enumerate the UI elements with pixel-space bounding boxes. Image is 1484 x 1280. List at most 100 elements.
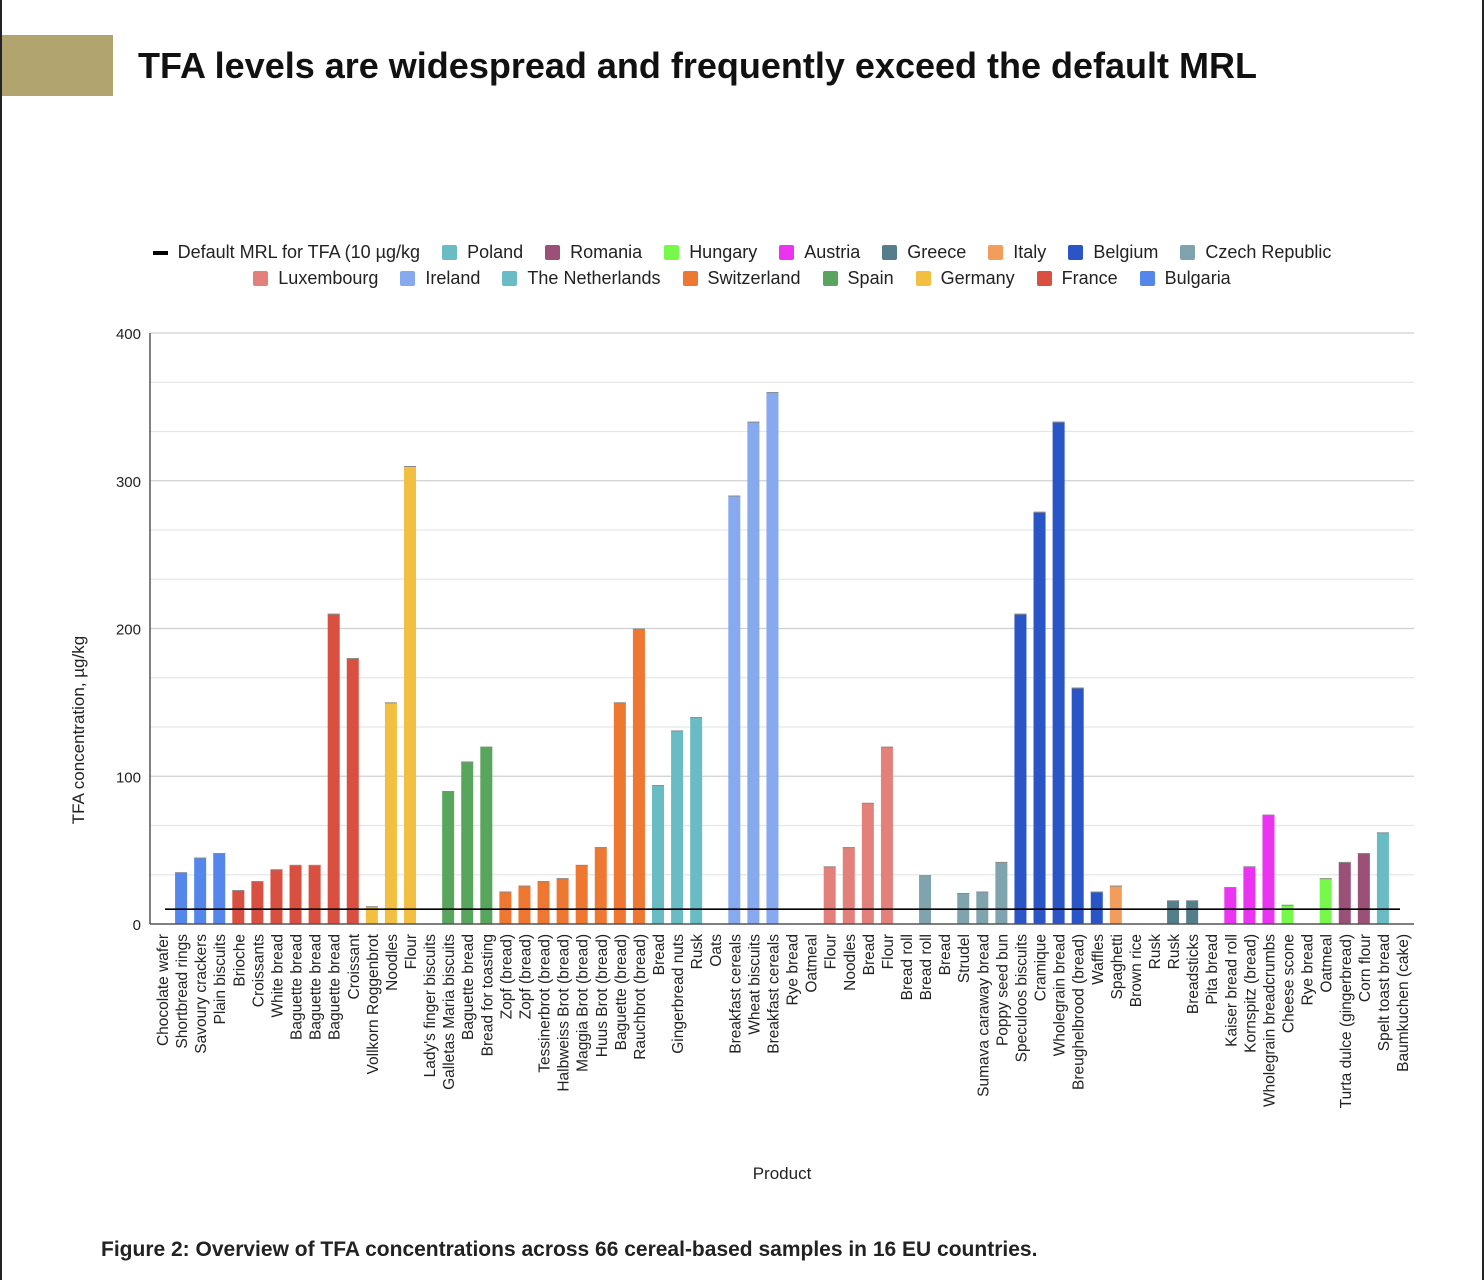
legend-label: The Netherlands [527, 268, 661, 288]
legend-item: The Netherlands [502, 268, 661, 289]
bar [1090, 891, 1103, 924]
chart-legend-row-1: Default MRL for TFA (10 µg/kg Poland Roman… [20, 242, 1464, 263]
legend-item: Luxembourg [253, 268, 378, 289]
bar [1224, 887, 1237, 924]
legend-swatch [253, 271, 269, 286]
x-tick-label: Rauchbrot (bread) [632, 934, 649, 1060]
legend-item: Poland [442, 242, 523, 263]
legend-label: Spain [847, 268, 894, 288]
legend-swatch [545, 245, 561, 260]
page-border-right [1482, 0, 1484, 1280]
bar [327, 613, 340, 924]
bar [518, 885, 531, 924]
bar [1033, 511, 1046, 924]
legend-item: Italy [988, 242, 1046, 263]
bar [671, 730, 684, 924]
bar [1376, 832, 1389, 924]
bar [251, 881, 264, 924]
legend-swatch [1180, 245, 1196, 260]
bar [842, 847, 855, 924]
bar [632, 628, 645, 924]
header-accent-block [2, 35, 113, 96]
x-tick-label: Rusk [1147, 934, 1164, 970]
bar [1186, 900, 1199, 924]
page-border-left [0, 0, 2, 1280]
x-tick-label: Bread roll [899, 934, 916, 1000]
legend-item: Switzerland [682, 268, 801, 289]
legend-item: Greece [882, 242, 966, 263]
x-tick-label: Corn flour [1357, 934, 1374, 1002]
x-tick-label: Oatmeal [804, 934, 821, 993]
x-tick-label: Croissant [346, 933, 363, 999]
x-tick-label: Breughelbrood (bread) [1071, 934, 1088, 1090]
x-tick-label: Breadsticks [1185, 934, 1202, 1014]
x-tick-label: Rye bread [1300, 934, 1317, 1006]
x-tick-label: Croissants [250, 934, 267, 1007]
chart-legend-row-2: Luxembourg Ireland The Netherlands Switzerl… [20, 268, 1464, 289]
x-tick-label: Bread [937, 934, 954, 975]
x-tick-label: Turta dulce (gingerbread) [1338, 934, 1355, 1108]
legend-swatch [779, 245, 795, 260]
bar [289, 864, 302, 924]
bar [728, 495, 741, 924]
y-tick-label: 0 [133, 917, 141, 934]
bar [1243, 866, 1256, 924]
bar [194, 857, 207, 924]
bar [213, 853, 226, 924]
x-tick-label: Baguette bread [327, 934, 344, 1040]
legend-label: Czech Republic [1205, 242, 1332, 262]
legend-swatch [882, 245, 898, 260]
bar [861, 802, 874, 924]
bar [976, 891, 989, 924]
x-tick-label: Flour [880, 934, 897, 969]
bar [175, 872, 188, 924]
x-tick-label: Bread for toasting [479, 934, 496, 1056]
x-tick-label: Baguette (bread) [613, 934, 630, 1050]
bar [613, 702, 626, 924]
legend-swatch [915, 271, 931, 286]
bar [1338, 861, 1351, 924]
y-tick-label: 100 [116, 769, 141, 786]
legend-swatch [1068, 245, 1084, 260]
legend-item: France [1036, 268, 1118, 289]
legend-swatch [1139, 271, 1155, 286]
bar [232, 890, 245, 924]
x-tick-label: Waffles [1090, 934, 1107, 985]
legend-label: Germany [940, 268, 1015, 288]
x-tick-label: Baguette bread [460, 934, 477, 1040]
legend-label: France [1061, 268, 1118, 288]
legend-item: Bulgaria [1139, 268, 1231, 289]
bar [1052, 421, 1065, 924]
bar [919, 875, 932, 924]
bar [556, 878, 569, 924]
x-tick-label: Sumava caraway bread [975, 934, 992, 1097]
bar [1281, 904, 1294, 924]
legend-item: Czech Republic [1180, 242, 1331, 263]
bar [1071, 687, 1084, 924]
legend-label: Greece [907, 242, 967, 262]
x-tick-label: Spaghetti [1109, 934, 1126, 1000]
x-tick-label: Bread [651, 934, 668, 975]
bar [384, 702, 397, 924]
legend-item: Germany [915, 268, 1015, 289]
bar [1262, 814, 1275, 924]
legend-swatch [502, 271, 518, 286]
legend-swatch [664, 245, 680, 260]
x-tick-label: White bread [269, 934, 286, 1018]
x-tick-label: Gingerbread nuts [670, 934, 687, 1054]
bar [1167, 900, 1180, 924]
x-tick-label: Cramique [1033, 934, 1050, 1001]
figure-caption: Figure 2: Overview of TFA concentrations… [101, 1238, 1038, 1261]
x-tick-label: Huus Brot (bread) [594, 934, 611, 1057]
bar [1109, 885, 1122, 924]
bar [365, 906, 378, 924]
legend-item: Spain [822, 268, 894, 289]
legend-label: Poland [467, 242, 524, 262]
x-axis-title: Product [753, 1164, 812, 1183]
bar [690, 717, 703, 924]
bar [346, 658, 359, 924]
legend-line-swatch [152, 250, 168, 255]
legend-label: Bulgaria [1164, 268, 1231, 288]
bar [995, 861, 1008, 924]
